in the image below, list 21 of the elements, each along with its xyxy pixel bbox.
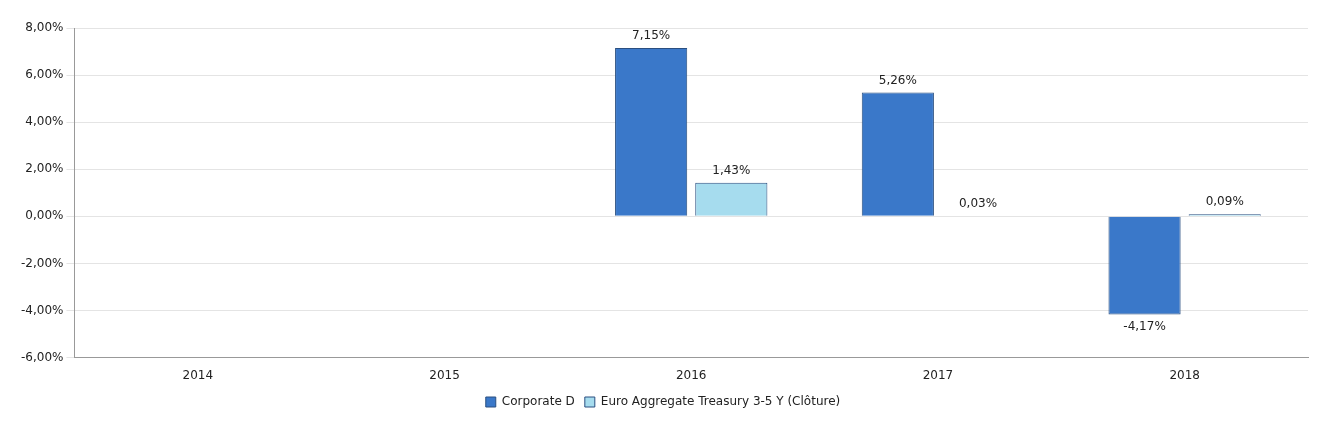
data-label: 0,09% [1205, 194, 1244, 209]
y-tick-label: 4,00% [25, 114, 64, 129]
x-tick-label: 2015 [429, 367, 460, 382]
y-tick-label: 0,00% [25, 208, 64, 223]
y-tick-label: 6,00% [25, 67, 64, 82]
y-tick-label: 8,00% [25, 20, 64, 35]
y-tick-label: 2,00% [25, 161, 64, 176]
x-tick-label: 2018 [1169, 367, 1200, 382]
data-label: 7,15% [632, 28, 671, 43]
legend-label: Euro Aggregate Treasury 3-5 Y (Clôture) [600, 394, 841, 409]
y-tick-label: -2,00% [21, 255, 64, 270]
x-tick-label: 2017 [922, 367, 954, 382]
legend-label: Corporate D [501, 394, 575, 409]
data-label: -4,17% [1123, 318, 1166, 333]
x-tick-label: 2016 [675, 367, 707, 382]
y-tick-label: -4,00% [21, 302, 64, 317]
y-tick-label: -6,00% [21, 349, 64, 364]
data-label: 5,26% [878, 72, 917, 87]
data-label: 1,43% [712, 162, 751, 177]
data-label: 0,03% [958, 195, 998, 210]
x-tick-label: 2014 [182, 367, 214, 382]
